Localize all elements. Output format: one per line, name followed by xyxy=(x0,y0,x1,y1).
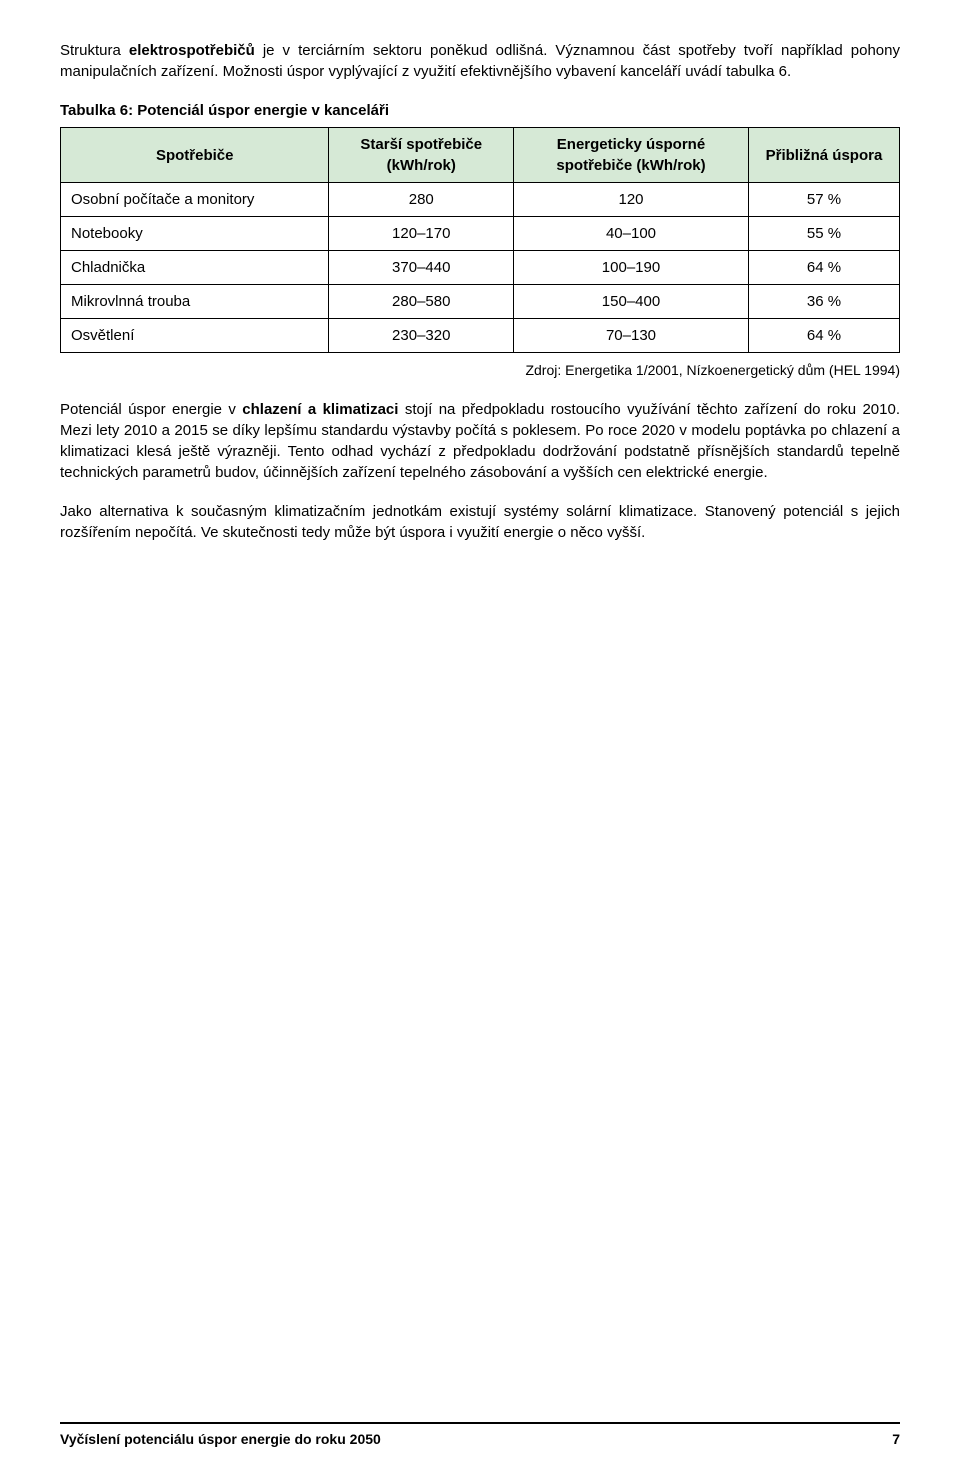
td: Mikrovlnná trouba xyxy=(61,285,329,319)
paragraph-2: Potenciál úspor energie v chlazení a kli… xyxy=(60,399,900,483)
page-footer: Vyčíslení potenciálu úspor energie do ro… xyxy=(60,1422,900,1450)
th-3: Přibližná úspora xyxy=(748,128,899,183)
energy-table: Spotřebiče Starší spotřebiče (kWh/rok) E… xyxy=(60,127,900,353)
td: 120 xyxy=(514,183,749,217)
td: Chladnička xyxy=(61,251,329,285)
th-0: Spotřebiče xyxy=(61,128,329,183)
paragraph-1: Struktura elektrospotřebičů je v terciár… xyxy=(60,40,900,82)
td: 120–170 xyxy=(329,217,514,251)
td: 150–400 xyxy=(514,285,749,319)
td: 55 % xyxy=(748,217,899,251)
td: 36 % xyxy=(748,285,899,319)
table-title: Tabulka 6: Potenciál úspor energie v kan… xyxy=(60,100,900,121)
td: 70–130 xyxy=(514,319,749,353)
td: Notebooky xyxy=(61,217,329,251)
p2-bold-1: chlazení a klimatizaci xyxy=(242,401,398,418)
td: 100–190 xyxy=(514,251,749,285)
paragraph-3: Jako alternativa k současným klimatizačn… xyxy=(60,501,900,543)
td: 280–580 xyxy=(329,285,514,319)
table-row: Osobní počítače a monitory 280 120 57 % xyxy=(61,183,900,217)
td: 370–440 xyxy=(329,251,514,285)
table-row: Osvětlení 230–320 70–130 64 % xyxy=(61,319,900,353)
table-row: Mikrovlnná trouba 280–580 150–400 36 % xyxy=(61,285,900,319)
td: 280 xyxy=(329,183,514,217)
table-body: Osobní počítače a monitory 280 120 57 % … xyxy=(61,183,900,353)
table-row: Chladnička 370–440 100–190 64 % xyxy=(61,251,900,285)
table-source: Zdroj: Energetika 1/2001, Nízkoenergetic… xyxy=(60,361,900,381)
footer-left: Vyčíslení potenciálu úspor energie do ro… xyxy=(60,1430,381,1450)
p2-text-1: Potenciál úspor energie v xyxy=(60,401,242,418)
td: Osobní počítače a monitory xyxy=(61,183,329,217)
td: 57 % xyxy=(748,183,899,217)
td: Osvětlení xyxy=(61,319,329,353)
th-2: Energeticky úsporné spotřebiče (kWh/rok) xyxy=(514,128,749,183)
td: 64 % xyxy=(748,251,899,285)
td: 230–320 xyxy=(329,319,514,353)
p1-bold-1: elektrospotřebičů xyxy=(129,42,255,59)
td: 40–100 xyxy=(514,217,749,251)
td: 64 % xyxy=(748,319,899,353)
table-header-row: Spotřebiče Starší spotřebiče (kWh/rok) E… xyxy=(61,128,900,183)
p1-text-1: Struktura xyxy=(60,42,129,59)
table-row: Notebooky 120–170 40–100 55 % xyxy=(61,217,900,251)
footer-right: 7 xyxy=(892,1430,900,1450)
th-1: Starší spotřebiče (kWh/rok) xyxy=(329,128,514,183)
